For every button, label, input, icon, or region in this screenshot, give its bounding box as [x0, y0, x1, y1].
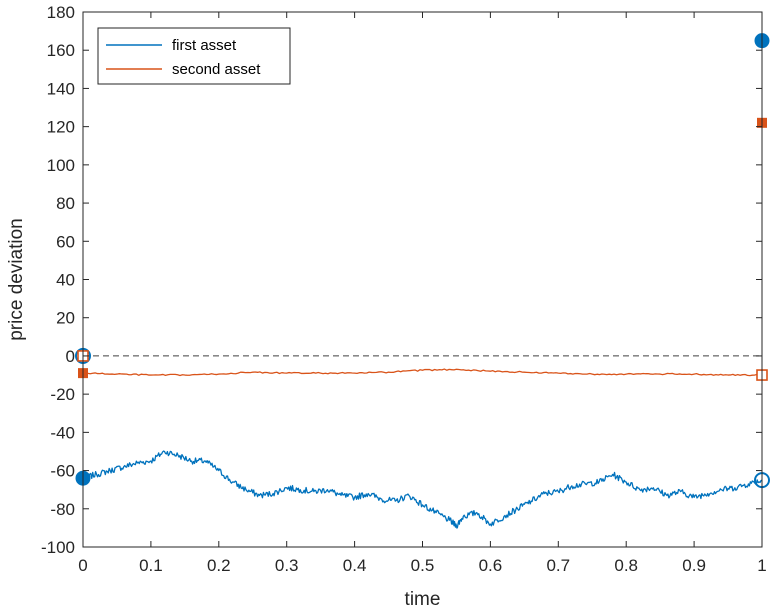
y-tick-label: -100: [41, 538, 75, 557]
x-tick-label: 0.3: [275, 556, 299, 575]
y-tick-label: 180: [47, 3, 75, 22]
x-tick-label: 0.1: [139, 556, 163, 575]
y-tick-label: -20: [50, 385, 75, 404]
x-tick-label: 0.9: [682, 556, 706, 575]
legend: first asset second asset: [97, 27, 291, 85]
y-tick-label: 80: [56, 194, 75, 213]
x-tick-label: 0.2: [207, 556, 231, 575]
legend-entry-2: second asset: [172, 61, 261, 78]
x-tick-label: 0.4: [343, 556, 367, 575]
y-ticks: -100 -80 -60 -40 -20 0 20 40 60 80 100 120 140 160 180: [41, 3, 762, 557]
x-axis-label: time: [405, 589, 441, 610]
y-tick-label: 160: [47, 41, 75, 60]
x-tick-label: 0.8: [614, 556, 638, 575]
y-axis-label: price deviation: [6, 218, 27, 341]
x-tick-label: 1: [757, 556, 766, 575]
plot-background: [83, 12, 762, 547]
y-tick-label: 120: [47, 118, 75, 137]
y-tick-label: -40: [50, 423, 75, 442]
y-tick-label: 100: [47, 156, 75, 175]
legend-box: [97, 27, 291, 85]
x-tick-label: 0.7: [546, 556, 570, 575]
x-ticks: 0 0.1 0.2 0.3 0.4 0.5 0.6 0.7 0.8 0.9 1: [78, 12, 767, 575]
series-line-2: [82, 368, 763, 377]
series-line-1: [82, 450, 763, 529]
x-tick-label: 0.5: [411, 556, 435, 575]
plot-area: [83, 12, 762, 547]
series-layer: [82, 368, 763, 529]
y-tick-label: 20: [56, 309, 75, 328]
legend-entry-1: first asset: [172, 37, 237, 54]
y-tick-label: 140: [47, 79, 75, 98]
y-tick-label: 60: [56, 232, 75, 251]
y-tick-label: -60: [50, 462, 75, 481]
x-tick-label: 0: [78, 556, 87, 575]
y-tick-label: 40: [56, 271, 75, 290]
y-tick-label: -80: [50, 500, 75, 519]
x-tick-label: 0.6: [479, 556, 503, 575]
y-tick-label: 0: [66, 347, 75, 366]
